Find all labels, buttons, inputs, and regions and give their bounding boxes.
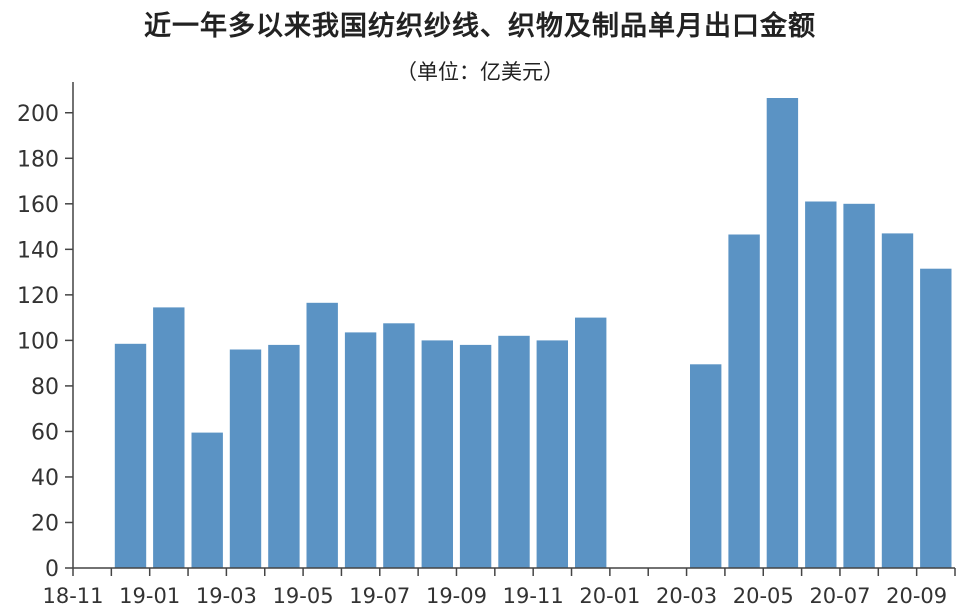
- bar-19-03: [229, 349, 262, 568]
- y-tick-label: 20: [31, 511, 59, 536]
- bar-19-12: [575, 317, 607, 568]
- bar-19-09: [459, 344, 492, 568]
- bar-19-08: [421, 340, 453, 568]
- bar-20-08: [881, 233, 914, 568]
- x-tick-label: 19-07: [349, 584, 410, 608]
- bar-20-05: [766, 98, 799, 568]
- x-tick-label: 19-11: [503, 584, 564, 608]
- bar-20-06: [805, 201, 837, 568]
- bar-19-05: [306, 302, 338, 568]
- bar-19-01: [153, 307, 185, 568]
- y-tick-label: 40: [31, 466, 59, 491]
- chart-title: 近一年多以来我国纺织纱线、织物及制品单月出口金额: [144, 11, 816, 42]
- bar-19-06: [344, 332, 377, 568]
- bar-19-04: [268, 344, 300, 568]
- x-tick-label: 20-07: [809, 584, 870, 608]
- y-tick-label: 0: [45, 557, 59, 582]
- y-tick-label: 160: [17, 193, 59, 218]
- x-tick-label: 19-09: [426, 584, 487, 608]
- y-tick-label: 200: [17, 102, 59, 127]
- bars-group: [114, 98, 952, 569]
- x-tick-label: 19-05: [273, 584, 334, 608]
- bar-19-07: [383, 323, 415, 568]
- y-tick-label: 60: [31, 420, 59, 445]
- x-tick-label: 20-09: [886, 584, 947, 608]
- x-tick-label: 18-11: [42, 584, 103, 608]
- x-tick-label: 20-05: [733, 584, 794, 608]
- bar-20-04: [728, 234, 760, 568]
- x-tick-label: 20-03: [656, 584, 717, 608]
- y-tick-label: 80: [31, 375, 59, 400]
- x-tick-label: 19-01: [119, 584, 180, 608]
- x-tick-label: 19-03: [196, 584, 257, 608]
- bar-20-03: [690, 364, 722, 568]
- bar-19-11: [536, 340, 568, 568]
- y-axis: 0 20 40 60 80 100 120 140 160 180 200: [17, 82, 74, 582]
- bar-18-12: [114, 343, 147, 568]
- bar-19-10: [498, 335, 530, 568]
- bar-20-07: [843, 203, 875, 569]
- y-tick-label: 100: [17, 329, 59, 354]
- x-tick-label: 20-01: [579, 584, 640, 608]
- bar-20-09: [920, 268, 952, 568]
- y-tick-label: 120: [17, 284, 59, 309]
- bar-19-02: [191, 432, 223, 568]
- y-tick-label: 180: [17, 147, 59, 172]
- chart-subtitle: （单位：亿美元）: [396, 60, 564, 84]
- x-axis: 18-11 19-01 19-03 19-05 19-07 19-09 19-11 20-01…: [42, 567, 956, 608]
- y-tick-label: 140: [17, 238, 59, 263]
